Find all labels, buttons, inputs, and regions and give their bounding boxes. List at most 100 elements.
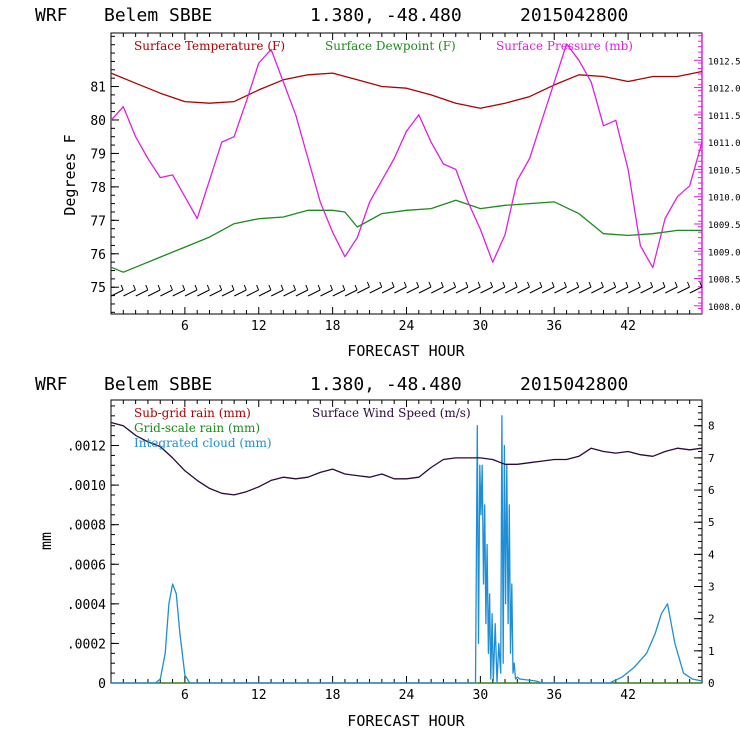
wind-barb-flag [490, 281, 493, 288]
wind-barb [270, 289, 284, 297]
wind-barb-flag [391, 281, 395, 288]
wind-barb [320, 289, 333, 297]
wind-barb [160, 289, 173, 297]
wind-barb [369, 286, 382, 294]
wind-barb-flag [169, 284, 173, 291]
wind-barb [258, 289, 272, 297]
wind-barb [480, 286, 493, 294]
wind-barb-flag [268, 284, 272, 291]
wind-barb [209, 289, 222, 297]
wind-barb [664, 286, 678, 294]
chart1-legend-dew: Surface Dewpoint (F) [325, 39, 456, 53]
wind-barb-flag [182, 284, 186, 291]
chart2-axes: 6 12 18 24 30 36 420.0002.0004.0006.0008.0010.… [67, 400, 715, 703]
wind-barb [640, 286, 653, 294]
chart2-station: Belem SBBE [104, 374, 212, 395]
chart2-y-tick-label: .0010 [67, 479, 106, 494]
chart2-surface-wind-speed-line [110, 421, 703, 496]
chart2-x-tick-label: 36 [546, 688, 562, 703]
wind-barb-flag [403, 281, 407, 288]
chart2-x-tick-label: 6 [181, 688, 189, 703]
chart2-legend-cloud: Integrated cloud (mm) [134, 436, 272, 450]
chart2-y-tick-label: .0008 [67, 519, 106, 534]
wind-barb-flag [120, 284, 124, 291]
chart1-x-tick-label: 12 [251, 319, 267, 334]
chart1-surface-temperature-line [110, 70, 703, 109]
wind-barb-flag [539, 281, 543, 288]
wind-barb-flag [551, 281, 555, 288]
chart1-model: WRF [35, 5, 68, 26]
wind-barb [504, 286, 518, 294]
chart2-y2-tick-label: 3 [708, 581, 715, 594]
chart1-y-tick-label: 77 [90, 214, 106, 229]
wind-barb-flag [342, 284, 346, 291]
chart1-series [110, 43, 703, 297]
wind-barb-flag [687, 281, 690, 288]
wind-barb [603, 286, 616, 294]
chart2-y-tick-label: 0 [98, 677, 106, 692]
chart1-x-tick-label: 42 [620, 319, 636, 334]
wind-barb-flag [600, 281, 604, 288]
wind-barb-flag [157, 284, 161, 291]
wind-barb [578, 286, 592, 294]
wind-barb-flag [243, 284, 247, 291]
wind-barb-flag [428, 281, 432, 288]
wind-barb [394, 286, 407, 294]
chart1-y2-tick-label: 1011.5 [708, 112, 740, 122]
chart1-y2-tick-label: 1008.0 [708, 303, 740, 313]
wind-barb [541, 286, 555, 294]
chart2-legend-subgrid: Sub-grid rain (mm) [134, 406, 251, 420]
wind-barb [307, 289, 321, 297]
chart2-legend-gridscale: Grid-scale rain (mm) [134, 421, 260, 435]
wind-barb [455, 286, 469, 294]
chart1-legend-temp: Surface Temperature (F) [134, 39, 285, 53]
chart2-y2-tick-label: 8 [708, 420, 715, 433]
wind-barb [418, 286, 432, 294]
wind-barb-flag [637, 281, 641, 288]
wind-barb [467, 286, 481, 294]
chart1-y2-tick-label: 1011.0 [708, 139, 740, 149]
chart2-y2-tick-label: 6 [708, 484, 715, 497]
wind-barb-flag [440, 281, 444, 288]
wind-barb [332, 289, 346, 297]
chart1-legend-pres: Surface Pressure (mb) [496, 39, 633, 53]
chart2-integrated-cloud-line [111, 415, 703, 684]
wind-barb-flag [219, 284, 223, 291]
wind-barb-flag [145, 284, 149, 291]
chart2-series [110, 415, 703, 684]
chart1-init: 2015042800 [520, 5, 628, 26]
wind-barb-flag [527, 281, 530, 288]
wind-barb [147, 289, 161, 297]
wind-barb [615, 286, 629, 294]
wind-barb [135, 289, 149, 297]
wind-barb-flag [416, 281, 420, 288]
chart2-y2-tick-label: 4 [708, 548, 715, 561]
chart2-y-tick-label: .0006 [67, 558, 106, 573]
wind-barb-flag [699, 281, 703, 288]
wind-barb [443, 286, 456, 294]
wind-barb [246, 289, 259, 297]
precipitation-panel: WRF Belem SBBE 1.380, -48.480 2015042800… [35, 374, 715, 730]
chart1-y2-tick-label: 1012.5 [708, 57, 740, 67]
chart1-axes: 6 12 18 24 30 36 42 75 76 77 78 79 80 81 1008.0 1008.5 1… [90, 33, 740, 334]
wind-barb [628, 286, 641, 294]
wind-barb-flag [354, 284, 358, 291]
chart1-xlabel: FORECAST HOUR [347, 342, 465, 360]
wind-barb-flag [650, 281, 654, 288]
wind-barb [344, 289, 358, 297]
wind-barb-flag [502, 281, 506, 288]
chart2-y2-tick-label: 1 [708, 645, 715, 658]
chart1-y-tick-label: 81 [90, 81, 106, 96]
wind-barb-flag [330, 284, 333, 291]
chart2-x-tick-label: 42 [620, 688, 636, 703]
wind-barb [431, 286, 444, 294]
wind-barb-flag [305, 284, 309, 291]
wind-barb-flag [588, 281, 592, 288]
chart1-x-tick-label: 30 [473, 319, 489, 334]
chart2-init: 2015042800 [520, 374, 628, 395]
chart1-surface-pressure-line [110, 43, 703, 269]
wind-barb-flag [453, 281, 457, 288]
chart2-x-tick-label: 24 [399, 688, 415, 703]
chart1-y-tick-label: 75 [90, 281, 106, 296]
